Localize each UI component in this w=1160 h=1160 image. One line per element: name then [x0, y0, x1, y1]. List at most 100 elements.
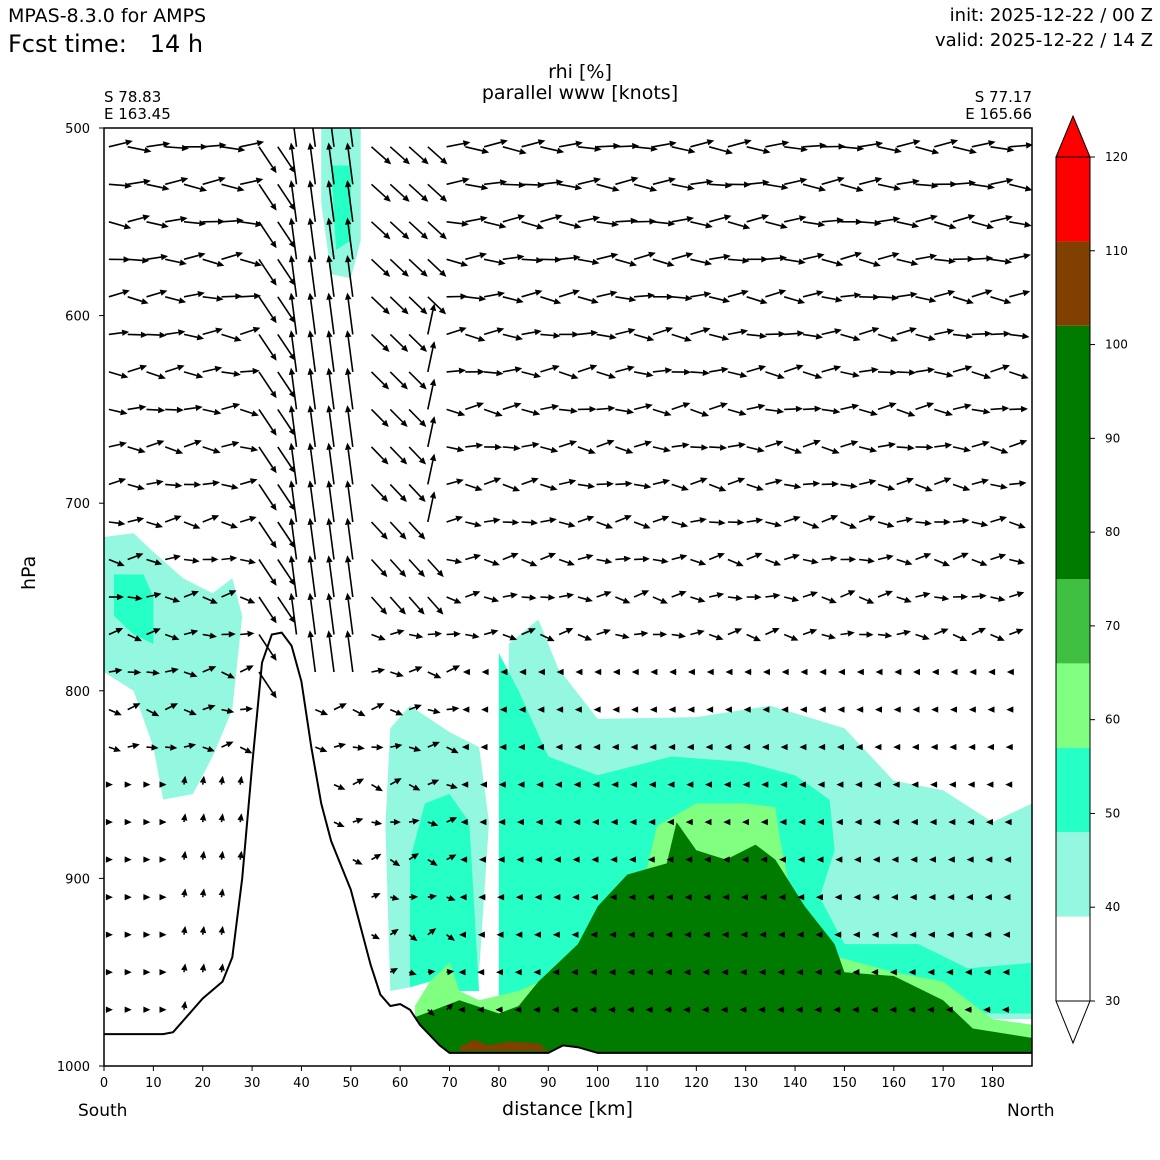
wind-vector — [983, 1006, 991, 1013]
wind-vector — [727, 519, 745, 526]
wind-vector — [615, 217, 638, 225]
wind-vector — [408, 818, 420, 825]
wind-vector — [333, 742, 347, 749]
wind-vector — [552, 931, 560, 938]
wind-vector — [837, 706, 845, 713]
start-lat: S 78.83 — [104, 88, 162, 106]
wind-vector — [802, 591, 818, 598]
wind-vector — [783, 296, 806, 305]
wind-vector — [1009, 558, 1026, 565]
x-tick-label: 140 — [783, 1076, 808, 1091]
wind-vector — [476, 1006, 485, 1013]
wind-vector — [630, 781, 637, 788]
wind-vector — [521, 408, 541, 416]
wind-vector — [127, 553, 144, 561]
wind-vector — [911, 781, 919, 788]
wind-vector — [202, 446, 221, 454]
wind-vector — [240, 177, 264, 186]
wind-vector — [934, 289, 956, 298]
wind-vector — [183, 557, 200, 564]
wind-vector — [465, 521, 482, 528]
wind-vector — [146, 744, 159, 751]
wind-vector — [333, 821, 345, 827]
wind-vector — [840, 183, 864, 192]
wind-vector — [183, 183, 208, 192]
wind-vector — [105, 894, 113, 901]
wind-vector — [652, 258, 675, 267]
wind-vector — [199, 813, 207, 823]
wind-vector — [577, 296, 599, 304]
wind-vector — [555, 781, 562, 788]
wind-vector — [594, 668, 602, 676]
wind-vector — [502, 444, 521, 452]
wind-vector — [802, 371, 823, 379]
wind-vector — [840, 145, 865, 152]
wind-vector — [633, 251, 656, 261]
wind-vector — [480, 743, 488, 751]
wind-vector — [840, 521, 857, 529]
wind-vector — [202, 632, 217, 639]
wind-vector — [516, 856, 524, 863]
wind-vector — [784, 145, 808, 153]
wind-vector — [952, 179, 977, 187]
wind-vector — [626, 1006, 635, 1013]
wind-vector — [307, 405, 317, 448]
wind-vector — [777, 931, 785, 938]
wind-vector — [446, 895, 456, 902]
wind-vector — [446, 367, 466, 374]
wind-vector — [159, 969, 167, 976]
wind-vector — [258, 258, 277, 286]
wind-vector — [671, 442, 690, 449]
wind-vector — [746, 332, 767, 339]
wind-vector — [408, 221, 428, 240]
wind-vector — [952, 214, 976, 223]
wind-vector — [446, 293, 468, 300]
wind-vector — [239, 326, 261, 336]
wind-vector — [502, 333, 523, 341]
wind-vector — [761, 743, 769, 751]
wind-vector — [237, 775, 244, 785]
wind-vector — [746, 517, 764, 524]
wind-vector — [871, 969, 879, 976]
wind-vector — [709, 592, 725, 599]
wind-vector — [518, 743, 525, 751]
wind-vector — [427, 416, 437, 448]
wind-vector — [183, 333, 205, 341]
wind-vector — [821, 596, 837, 604]
wind-vector — [478, 856, 486, 863]
wind-vector — [990, 515, 1007, 523]
wind-vector — [896, 408, 916, 417]
wind-vector — [427, 968, 436, 976]
wind-vector — [821, 555, 838, 562]
wind-vector — [183, 291, 205, 298]
wind-vector — [746, 633, 761, 642]
wind-vector — [577, 177, 601, 186]
wind-vector — [703, 894, 711, 901]
wind-vector — [649, 706, 657, 713]
wind-vector — [446, 746, 459, 754]
wind-vector — [968, 743, 976, 751]
wind-vector — [427, 258, 447, 277]
wind-vector — [690, 369, 710, 376]
wind-vector — [706, 668, 714, 676]
wind-vector — [427, 303, 437, 335]
wind-vector — [573, 781, 581, 788]
wind-vector — [124, 818, 132, 826]
wind-vector — [759, 931, 767, 938]
wind-vector — [802, 439, 821, 448]
wind-vector — [218, 813, 225, 823]
wind-vector — [218, 963, 225, 973]
wind-vector — [987, 743, 994, 751]
wind-vector — [558, 440, 578, 448]
wind-vector — [634, 555, 650, 563]
wind-vector — [990, 146, 1015, 153]
wind-vector — [221, 521, 238, 529]
wind-vector — [652, 557, 669, 564]
wind-vector — [218, 925, 225, 935]
wind-vector — [370, 596, 388, 615]
wind-vector — [532, 1006, 541, 1013]
wind-vector — [555, 743, 563, 751]
wind-vector — [333, 703, 347, 711]
wind-vector — [875, 668, 883, 676]
wind-vector — [183, 521, 201, 529]
